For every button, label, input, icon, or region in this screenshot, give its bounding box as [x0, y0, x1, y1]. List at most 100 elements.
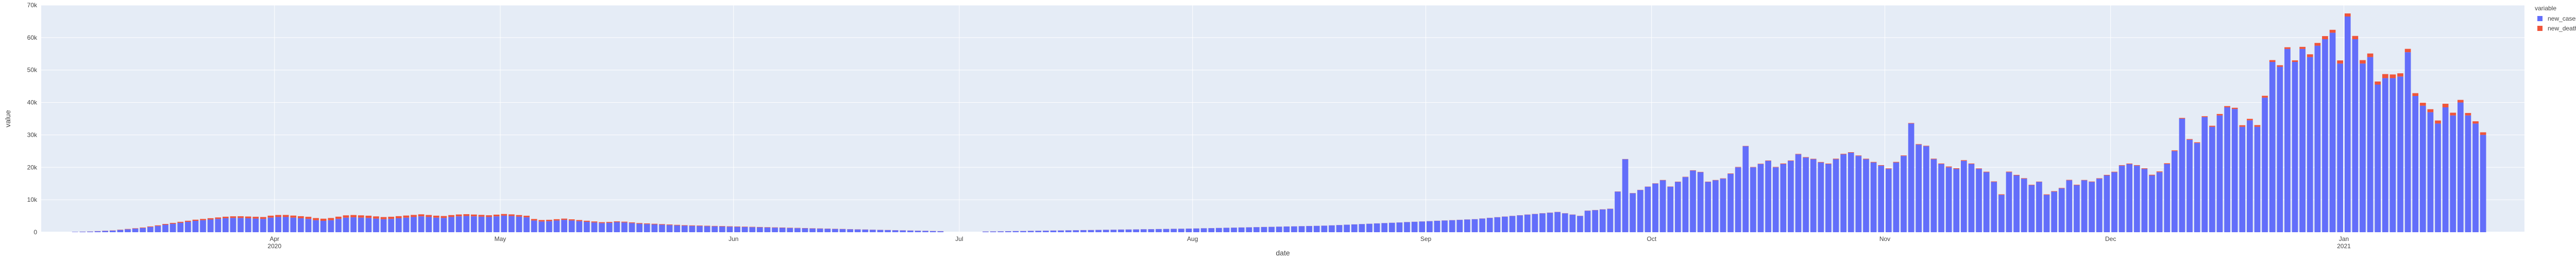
- bar-new-deaths[interactable]: [643, 223, 650, 224]
- legend-swatch-new-deaths[interactable]: [2537, 26, 2543, 31]
- bar-new-deaths[interactable]: [486, 215, 492, 217]
- bar-new-cases[interactable]: [388, 219, 395, 232]
- bar-new-cases[interactable]: [809, 228, 816, 232]
- bar-new-cases[interactable]: [561, 220, 567, 232]
- bar-new-deaths[interactable]: [380, 217, 387, 219]
- bar-new-deaths[interactable]: [2412, 93, 2419, 96]
- bar-new-deaths[interactable]: [1945, 166, 1952, 168]
- bar-new-cases[interactable]: [2284, 49, 2291, 232]
- bar-new-deaths[interactable]: [2239, 125, 2246, 127]
- bar-new-cases[interactable]: [1720, 179, 1726, 232]
- bar-new-deaths[interactable]: [2465, 112, 2471, 116]
- bar-new-deaths[interactable]: [591, 221, 598, 223]
- bar-new-cases[interactable]: [892, 230, 899, 232]
- bar-new-deaths[interactable]: [358, 215, 364, 218]
- bar-new-cases[interactable]: [238, 218, 244, 232]
- bar-new-cases[interactable]: [1118, 229, 1124, 232]
- bar-new-deaths[interactable]: [584, 220, 590, 222]
- bar-new-cases[interactable]: [245, 218, 251, 232]
- bar-new-cases[interactable]: [1757, 164, 1764, 232]
- bar-new-deaths[interactable]: [1885, 168, 1892, 169]
- bar-new-cases[interactable]: [854, 229, 861, 232]
- bar-new-cases[interactable]: [1449, 220, 1455, 232]
- bar-new-cases[interactable]: [885, 230, 891, 232]
- bar-new-cases[interactable]: [817, 229, 823, 232]
- bar-new-cases[interactable]: [1381, 223, 1388, 232]
- bar-new-cases[interactable]: [1818, 162, 1824, 232]
- bar-new-cases[interactable]: [2352, 39, 2359, 232]
- bar-new-cases[interactable]: [267, 217, 274, 232]
- bar-new-cases[interactable]: [290, 217, 297, 232]
- bar-new-cases[interactable]: [1419, 221, 1426, 232]
- bar-new-cases[interactable]: [1690, 170, 1696, 232]
- bar-new-cases[interactable]: [1276, 227, 1282, 232]
- bar-new-cases[interactable]: [1396, 222, 1403, 232]
- bar-new-cases[interactable]: [2382, 78, 2388, 232]
- bar-new-cases[interactable]: [1742, 146, 1749, 232]
- bar-new-cases[interactable]: [320, 221, 327, 232]
- bar-new-cases[interactable]: [666, 225, 673, 232]
- bar-new-cases[interactable]: [1043, 231, 1049, 232]
- bar-new-cases[interactable]: [1020, 231, 1026, 232]
- bar-new-cases[interactable]: [455, 216, 462, 232]
- bar-new-deaths[interactable]: [599, 222, 605, 223]
- bar-new-cases[interactable]: [2465, 115, 2471, 232]
- bar-new-cases[interactable]: [2081, 180, 2088, 232]
- bar-new-deaths[interactable]: [433, 215, 439, 218]
- bar-new-deaths[interactable]: [418, 214, 425, 217]
- bar-new-deaths[interactable]: [245, 216, 251, 218]
- bar-new-cases[interactable]: [1795, 154, 1802, 232]
- bar-new-cases[interactable]: [1268, 227, 1275, 232]
- bar-new-deaths[interactable]: [162, 224, 168, 225]
- bar-new-cases[interactable]: [1171, 229, 1177, 232]
- bar-new-cases[interactable]: [1486, 218, 1493, 232]
- bar-new-deaths[interactable]: [764, 227, 771, 228]
- bar-new-deaths[interactable]: [704, 225, 710, 227]
- bar-new-deaths[interactable]: [2382, 74, 2388, 78]
- bar-new-cases[interactable]: [418, 216, 425, 232]
- bar-new-cases[interactable]: [215, 219, 222, 232]
- bar-new-cases[interactable]: [2307, 57, 2313, 233]
- bar-new-deaths[interactable]: [2389, 74, 2396, 78]
- bar-new-deaths[interactable]: [328, 218, 334, 220]
- bar-new-cases[interactable]: [1426, 221, 1433, 232]
- bar-new-deaths[interactable]: [260, 217, 266, 219]
- bar-new-cases[interactable]: [155, 226, 161, 232]
- bar-new-cases[interactable]: [704, 226, 710, 232]
- bar-new-cases[interactable]: [1855, 156, 1862, 232]
- bar-new-cases[interactable]: [553, 220, 560, 232]
- bar-new-deaths[interactable]: [1953, 168, 1960, 169]
- bar-new-deaths[interactable]: [2141, 168, 2148, 169]
- bar-new-cases[interactable]: [900, 230, 906, 232]
- bar-new-deaths[interactable]: [1870, 162, 1877, 163]
- bar-new-deaths[interactable]: [2231, 107, 2238, 109]
- bar-new-cases[interactable]: [395, 218, 402, 232]
- bar-new-cases[interactable]: [2292, 62, 2298, 232]
- bar-new-deaths[interactable]: [2480, 132, 2486, 135]
- bar-new-cases[interactable]: [2149, 175, 2155, 232]
- bar-new-deaths[interactable]: [509, 214, 515, 216]
- bar-new-deaths[interactable]: [2322, 36, 2328, 39]
- bar-new-cases[interactable]: [463, 216, 470, 232]
- bar-new-cases[interactable]: [2375, 85, 2381, 232]
- bar-new-deaths[interactable]: [2201, 116, 2208, 117]
- bar-new-deaths[interactable]: [666, 224, 673, 225]
- bar-new-deaths[interactable]: [132, 228, 139, 229]
- bar-new-cases[interactable]: [1140, 229, 1147, 232]
- bar-new-deaths[interactable]: [2277, 65, 2283, 67]
- bar-new-cases[interactable]: [125, 229, 131, 232]
- bar-new-deaths[interactable]: [523, 216, 530, 218]
- bar-new-cases[interactable]: [2322, 39, 2328, 232]
- bar-new-cases[interactable]: [757, 227, 763, 232]
- bar-new-cases[interactable]: [207, 219, 214, 232]
- bar-new-deaths[interactable]: [629, 222, 635, 223]
- bar-new-deaths[interactable]: [1901, 155, 1907, 156]
- bar-new-cases[interactable]: [403, 217, 410, 232]
- bar-new-cases[interactable]: [1351, 224, 1358, 232]
- bar-new-deaths[interactable]: [2224, 106, 2230, 107]
- legend-label-new-cases[interactable]: new_cases: [2548, 15, 2576, 22]
- bar-new-cases[interactable]: [448, 217, 454, 232]
- bar-new-cases[interactable]: [1012, 231, 1019, 232]
- bar-new-cases[interactable]: [870, 230, 876, 232]
- bar-new-deaths[interactable]: [1788, 160, 1794, 161]
